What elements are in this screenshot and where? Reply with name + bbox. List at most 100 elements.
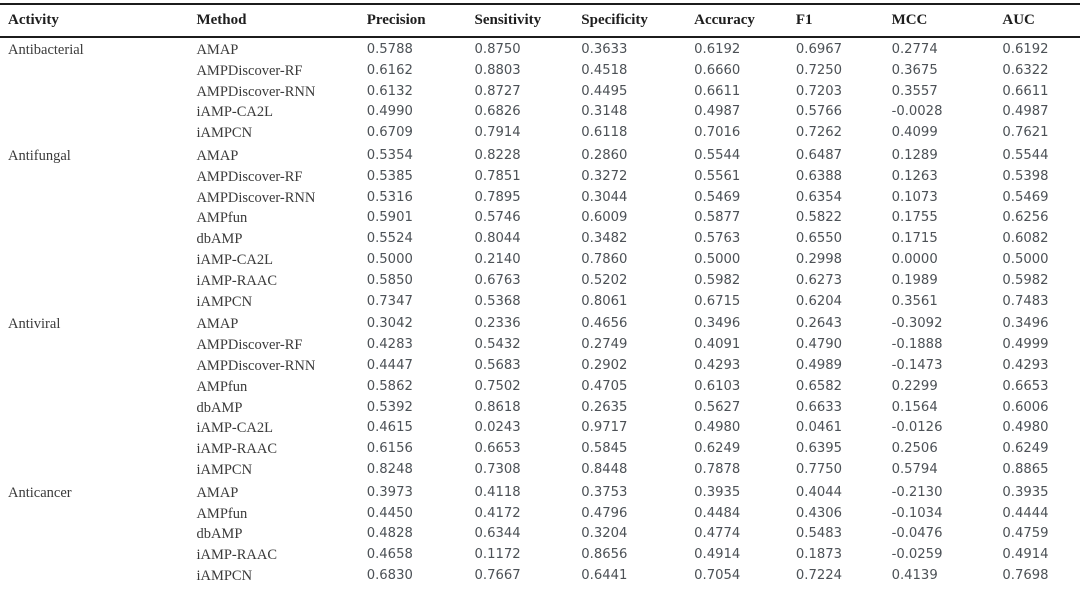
table-row: AMPDiscover-RF 0.6162 0.8803 0.4518 0.6660 0.…: [0, 61, 1080, 82]
table-row: iAMPCN 0.6709 0.7914 0.6118 0.7016 0.7262 0.40…: [0, 123, 1080, 144]
metric-value-cell: 0.4980: [694, 420, 741, 436]
metric-value-cell: 0.7224: [795, 567, 843, 583]
table-row: iAMP-CA2L 0.5000 0.2140 0.7860 0.5000 0.2998 0…: [0, 250, 1080, 271]
metric-value-cell: 0.4705: [581, 378, 628, 394]
metric-value-cell: 0.6322: [1002, 62, 1049, 78]
metric-value-cell: 0.2336: [474, 316, 521, 332]
method-cell: iAMP-RAAC: [196, 547, 278, 564]
method-cell: AMPDiscover-RNN: [196, 357, 316, 374]
metric-value-cell: -0.2130: [891, 484, 943, 500]
method-cell: dbAMP: [196, 526, 243, 543]
column-header-accuracy: Accuracy: [694, 4, 796, 38]
metric-value-cell: 0.5469: [1002, 189, 1049, 205]
metric-value-cell: 0.7502: [474, 378, 521, 394]
metric-value-cell: 0.7895: [474, 189, 521, 205]
metric-value-cell: -0.3092: [891, 316, 943, 332]
metric-value-cell: -0.1034: [891, 505, 943, 521]
metric-value-cell: 0.8656: [581, 547, 628, 563]
table-row: iAMPCN 0.8248 0.7308 0.8448 0.7878 0.7750 0.57…: [0, 460, 1080, 481]
metric-value-cell: 0.7667: [474, 567, 521, 583]
method-cell: iAMP-CA2L: [196, 104, 273, 121]
table-row: AMPfun 0.5901 0.5746 0.6009 0.5877 0.5822 0.17…: [0, 208, 1080, 229]
metric-value-cell: 0.4450: [366, 505, 413, 521]
metric-value-cell: 0.5746: [474, 210, 521, 226]
method-cell: AMAP: [196, 484, 239, 501]
metric-value-cell: 0.5354: [366, 147, 413, 163]
metric-value-cell: 0.4293: [1002, 357, 1049, 373]
metric-value-cell: 0.6582: [795, 378, 843, 394]
table-row: Antibacterial AMAP 0.5788 0.8750 0.3633 0.619…: [0, 37, 1080, 61]
metric-value-cell: 0.6611: [694, 83, 741, 99]
method-cell: AMPDiscover-RNN: [196, 83, 316, 100]
metric-value-cell: 0.6132: [366, 83, 413, 99]
column-header-f1: F1: [795, 4, 892, 38]
metric-value-cell: 0.3675: [891, 62, 938, 78]
metric-value-cell: -0.0028: [891, 104, 943, 120]
method-cell: AMPDiscover-RF: [196, 168, 303, 185]
metric-value-cell: 0.6653: [1002, 378, 1049, 394]
metric-value-cell: 0.3935: [1002, 484, 1049, 500]
table-row: Antiviral AMAP 0.3042 0.2336 0.4656 0.3496 0.2…: [0, 312, 1080, 335]
metric-value-cell: 0.3482: [581, 231, 628, 247]
metric-value-cell: 0.2506: [891, 441, 938, 457]
metric-value-cell: 0.6354: [795, 189, 843, 205]
metric-value-cell: 0.4790: [795, 337, 843, 353]
metric-value-cell: 0.6715: [694, 293, 741, 309]
metric-value-cell: 0.6633: [795, 399, 843, 415]
metric-value-cell: 0.6273: [795, 272, 843, 288]
metric-value-cell: 0.6826: [474, 104, 521, 120]
metric-value-cell: 0.5385: [366, 168, 413, 184]
metric-value-cell: 0.7262: [795, 125, 843, 141]
metric-value-cell: 0.6249: [694, 441, 741, 457]
method-cell: AMPfun: [196, 210, 248, 227]
column-header-mcc: MCC: [891, 4, 1003, 38]
metric-value-cell: 0.5000: [694, 251, 741, 267]
method-cell: iAMP-RAAC: [196, 441, 278, 458]
metric-value-cell: 0.2998: [795, 251, 843, 267]
metric-value-cell: 0.6204: [795, 293, 843, 309]
metric-value-cell: 0.4987: [1002, 104, 1049, 120]
metrics-table-container: Activity Method Precision Sensitivity Sp…: [0, 3, 1080, 587]
metric-value-cell: 0.6082: [1002, 231, 1049, 247]
metric-value-cell: 0.6441: [581, 567, 628, 583]
metric-value-cell: 0.5392: [366, 399, 413, 415]
metric-value-cell: 0.5877: [694, 210, 741, 226]
metric-value-cell: -0.1888: [891, 337, 943, 353]
method-cell: AMAP: [196, 42, 239, 58]
metric-value-cell: 0.4658: [366, 547, 413, 563]
metric-value-cell: 0.8061: [581, 293, 628, 309]
metric-value-cell: 0.5561: [694, 168, 741, 184]
metric-value-cell: 0.4306: [795, 505, 843, 521]
metric-value-cell: 0.4999: [1002, 337, 1049, 353]
metric-value-cell: 0.4990: [366, 104, 413, 120]
metric-value-cell: 0.7878: [694, 461, 741, 477]
method-cell: iAMP-RAAC: [196, 272, 278, 289]
metric-value-cell: 0.6487: [795, 147, 843, 163]
metric-value-cell: 0.5627: [694, 399, 741, 415]
metric-value-cell: 0.4283: [366, 337, 413, 353]
method-cell: iAMPCN: [196, 567, 253, 584]
metric-value-cell: 0.1715: [891, 231, 938, 247]
metric-value-cell: 0.5432: [474, 337, 521, 353]
metric-value-cell: 0.7860: [581, 251, 628, 267]
metric-value-cell: 0.6249: [1002, 441, 1049, 457]
method-cell: AMPDiscover-RNN: [196, 189, 316, 206]
method-cell: AMPDiscover-RF: [196, 337, 303, 354]
metric-value-cell: 0.1073: [891, 189, 938, 205]
metric-value-cell: 0.6256: [1002, 210, 1049, 226]
metric-value-cell: 0.6709: [366, 125, 413, 141]
column-header-precision: Precision: [366, 4, 475, 38]
metric-value-cell: 0.4091: [694, 337, 741, 353]
metric-value-cell: -0.0476: [891, 526, 943, 542]
metric-value-cell: 0.3561: [891, 293, 938, 309]
metric-value-cell: 0.0000: [891, 251, 938, 267]
metric-value-cell: 0.5982: [1002, 272, 1049, 288]
metric-value-cell: 0.3272: [581, 168, 628, 184]
metrics-table: Activity Method Precision Sensitivity Sp…: [0, 3, 1080, 587]
metric-value-cell: 0.4044: [795, 484, 843, 500]
metric-value-cell: 0.3148: [581, 104, 628, 120]
metric-value-cell: 0.0461: [795, 420, 843, 436]
table-row: iAMP-RAAC 0.5850 0.6763 0.5202 0.5982 0.6273 0…: [0, 271, 1080, 292]
metric-value-cell: 0.8750: [474, 42, 521, 57]
metric-value-cell: 0.6830: [366, 567, 413, 583]
